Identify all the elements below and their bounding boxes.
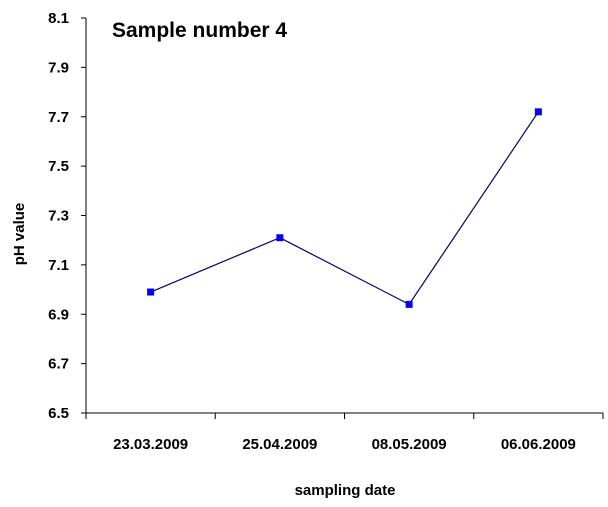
y-tick-label: 6.9 bbox=[48, 306, 69, 323]
y-tick-label: 7.3 bbox=[48, 208, 69, 225]
y-tick-label: 7.5 bbox=[48, 158, 69, 175]
y-tick-label: 7.7 bbox=[48, 109, 69, 126]
chart-title: Sample number 4 bbox=[112, 19, 287, 42]
x-tick-label: 06.06.2009 bbox=[501, 436, 576, 453]
y-tick-label: 6.5 bbox=[48, 405, 69, 422]
x-tick-label: 25.04.2009 bbox=[242, 436, 317, 453]
x-tick-label: 23.03.2009 bbox=[113, 436, 188, 453]
y-tick-label: 7.9 bbox=[48, 59, 69, 76]
y-tick-label: 7.1 bbox=[48, 257, 69, 274]
y-tick-label: 8.1 bbox=[48, 10, 69, 27]
data-point-marker bbox=[147, 288, 155, 296]
x-tick-label: 08.05.2009 bbox=[372, 436, 447, 453]
data-point-marker bbox=[534, 108, 542, 116]
x-axis-ticks: 23.03.2009 25.04.2009 08.05.2009 06.06.2009 bbox=[85, 413, 604, 453]
data-point-marker bbox=[276, 234, 284, 242]
y-tick-label: 6.7 bbox=[48, 356, 69, 373]
series-line bbox=[150, 111, 539, 306]
data-point-marker bbox=[405, 300, 413, 308]
y-axis-ticks: 6.5 6.7 6.9 7.1 7.3 7.5 7.7 7.9 8.1 bbox=[48, 10, 86, 422]
y-axis-title: pH value bbox=[11, 203, 28, 266]
series-layer bbox=[147, 108, 542, 308]
x-axis-title: sampling date bbox=[295, 482, 396, 499]
